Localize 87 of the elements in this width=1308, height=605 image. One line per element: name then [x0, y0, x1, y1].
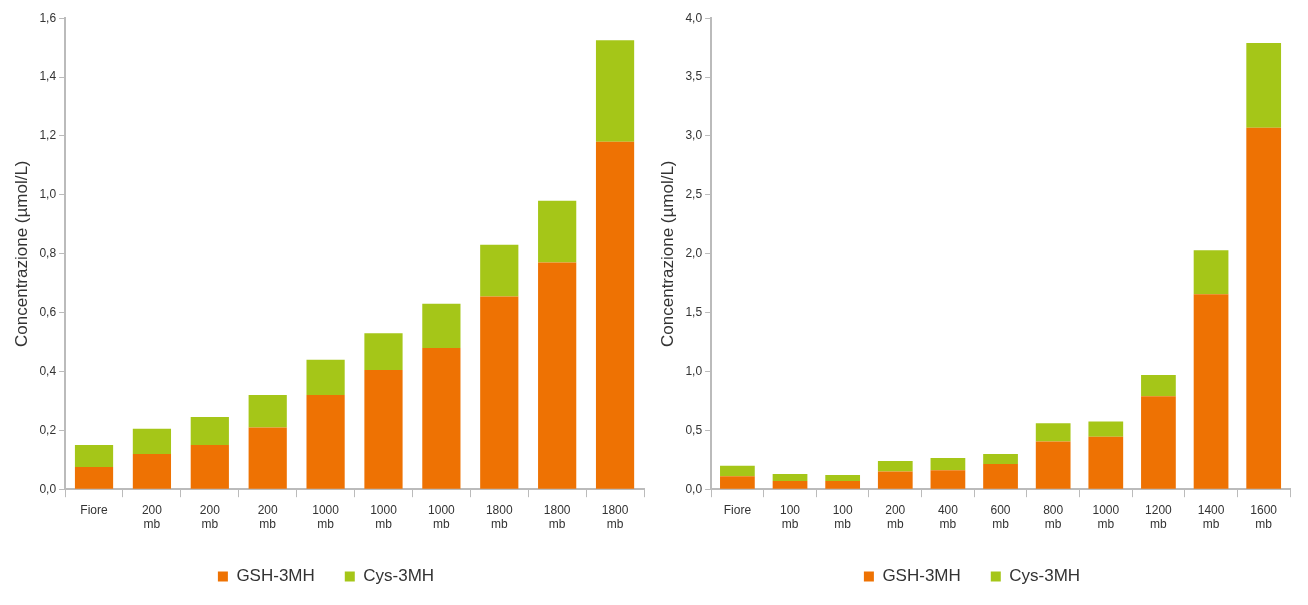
- bar: [74, 445, 114, 468]
- x-tick-label: 200 mb: [257, 502, 279, 532]
- bar: [877, 460, 913, 472]
- y-tick-label: 0,6: [39, 304, 57, 319]
- bar: [422, 347, 461, 489]
- x-tick-label: 200 mb: [199, 502, 221, 532]
- bar: [1141, 396, 1176, 489]
- bar: [930, 458, 966, 471]
- bar: [1141, 374, 1176, 397]
- bar: [306, 359, 345, 395]
- bar: [1088, 436, 1124, 489]
- bar: [983, 453, 1018, 464]
- y-tick-label: 0,0: [685, 481, 703, 496]
- y-tick-label: 4,0: [685, 10, 703, 25]
- bar: [983, 463, 1018, 489]
- y-tick-label: 1,6: [39, 10, 57, 25]
- bar: [877, 471, 913, 489]
- x-tick-label: 1000 mb: [312, 502, 340, 532]
- bar: [1035, 441, 1071, 489]
- bar: [74, 467, 114, 489]
- x-tick-label: 200 mb: [885, 502, 906, 532]
- bar: [248, 395, 287, 428]
- x-tick-label: Fiore: [723, 502, 752, 517]
- x-tick-label: 1400 mb: [1197, 502, 1225, 532]
- x-tick-label: 1200 mb: [1145, 502, 1173, 532]
- bar: [772, 473, 808, 481]
- bar: [190, 417, 229, 446]
- x-tick-label: Fiore: [80, 502, 109, 517]
- x-tick-label: 1000 mb: [428, 502, 456, 532]
- bar: [480, 244, 519, 297]
- bar: [248, 427, 287, 489]
- bar: [132, 428, 172, 454]
- x-tick-label: 1800 mb: [601, 502, 629, 532]
- bar: [1193, 250, 1229, 295]
- y-tick-label: 0,2: [39, 422, 57, 437]
- y-tick-label: 1,0: [39, 187, 57, 202]
- y-tick-label: 1,4: [39, 69, 57, 84]
- bar: [1088, 421, 1124, 437]
- y-tick-label: 3,5: [685, 69, 703, 84]
- y-tick-label: 0,8: [39, 246, 57, 261]
- legend-label: Cys-3MH: [363, 566, 435, 586]
- x-tick-label: 100 mb: [832, 502, 853, 532]
- x-tick-label: 800 mb: [1043, 502, 1064, 532]
- bar: [720, 476, 755, 489]
- legend-label: GSH-3MH: [236, 566, 315, 586]
- y-tick-label: 1,5: [685, 304, 703, 319]
- bar: [720, 465, 755, 477]
- x-tick-label: 1800 mb: [485, 502, 513, 532]
- x-tick-label: 400 mb: [937, 502, 959, 532]
- legend-label: Cys-3MH: [1009, 566, 1081, 586]
- bar: [595, 40, 635, 142]
- bar: [1246, 42, 1282, 128]
- bar: [364, 333, 403, 370]
- bar: [825, 480, 861, 489]
- bar: [132, 453, 172, 489]
- x-tick-label: 1600 mb: [1250, 502, 1278, 532]
- bar: [930, 470, 966, 489]
- y-tick-label: 2,0: [685, 246, 703, 261]
- y-tick-label: 1,0: [685, 363, 703, 378]
- y-tick-label: 3,0: [685, 128, 703, 143]
- y-tick-label: 1,2: [39, 128, 57, 143]
- bar: [1035, 423, 1071, 442]
- y-axis-title: Concentrazione (µmol/L): [11, 160, 31, 347]
- x-tick-label: 1000 mb: [1092, 502, 1120, 532]
- x-tick-label: 100 mb: [780, 502, 801, 532]
- bar: [1246, 127, 1282, 489]
- y-axis-title: Concentrazione (µmol/L): [657, 160, 677, 347]
- bar: [422, 303, 461, 348]
- x-tick-label: 1800 mb: [543, 502, 571, 532]
- bar: [1193, 294, 1229, 489]
- legend-label: GSH-3MH: [882, 566, 961, 586]
- x-tick-label: 1000 mb: [370, 502, 398, 532]
- bar: [538, 262, 577, 489]
- bar: [825, 475, 861, 481]
- bar: [595, 141, 635, 489]
- x-tick-label: 600 mb: [990, 502, 1011, 532]
- bar: [306, 395, 345, 489]
- x-tick-label: 200 mb: [141, 502, 163, 532]
- bar: [538, 200, 577, 263]
- y-tick-label: 0,4: [39, 363, 57, 378]
- y-tick-label: 0,0: [39, 481, 57, 496]
- bar: [772, 480, 808, 489]
- y-tick-label: 0,5: [685, 422, 703, 437]
- bar: [190, 445, 229, 489]
- bar: [480, 296, 519, 489]
- bar: [364, 369, 403, 489]
- y-tick-label: 2,5: [685, 187, 703, 202]
